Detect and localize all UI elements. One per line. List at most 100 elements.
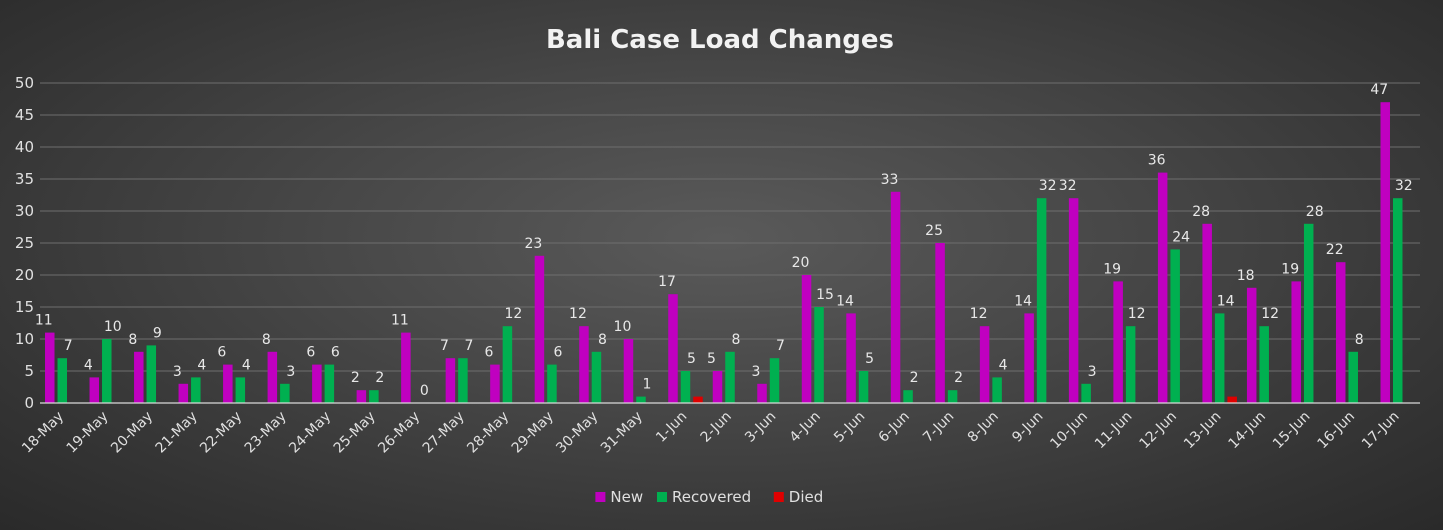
x-tick-label: 3-Jun	[742, 409, 779, 446]
data-label-new: 12	[569, 306, 587, 322]
data-label-recovered: 7	[64, 338, 73, 354]
data-label-new: 11	[35, 313, 53, 329]
data-label-recovered: 6	[553, 345, 562, 361]
bar-new	[134, 351, 144, 403]
y-tick-label: 45	[15, 106, 34, 124]
bar-recovered	[1348, 351, 1358, 403]
data-label-recovered: 8	[1355, 332, 1364, 348]
x-tick-label: 12-Jun	[1136, 409, 1180, 453]
bar-recovered	[1170, 249, 1180, 403]
data-label-recovered: 9	[153, 325, 162, 341]
data-label-new: 36	[1148, 153, 1166, 169]
data-label-new: 32	[1059, 178, 1077, 194]
x-tick-label: 13-Jun	[1181, 409, 1225, 453]
legend-label-new: New	[610, 488, 643, 506]
bar-recovered	[725, 351, 735, 403]
bar-recovered	[814, 307, 824, 403]
bar-recovered	[858, 371, 869, 403]
data-label-new: 5	[707, 351, 716, 367]
data-label-new: 22	[1326, 242, 1344, 258]
bar-recovered	[1125, 326, 1136, 403]
x-tick-label: 2-Jun	[698, 409, 735, 446]
bar-recovered	[1259, 326, 1269, 403]
x-tick-label: 9-Jun	[1009, 409, 1046, 446]
data-label-new: 8	[262, 332, 271, 348]
data-label-new: 11	[391, 313, 409, 329]
legend-label-recovered: Recovered	[672, 488, 751, 506]
y-tick-label: 10	[15, 330, 34, 348]
data-label-recovered: 15	[816, 287, 834, 303]
legend-swatch-new	[595, 492, 606, 502]
bar-new	[267, 351, 278, 403]
data-label-recovered: 5	[687, 351, 696, 367]
legend-label-died: Died	[789, 488, 823, 506]
x-tick-label: 28-May	[464, 409, 512, 457]
bar-recovered	[102, 339, 112, 403]
data-label-recovered: 8	[598, 332, 607, 348]
bar-recovered	[591, 351, 602, 403]
bar-new	[1024, 313, 1034, 403]
legend-swatch-recovered	[657, 492, 667, 502]
bar-recovered	[369, 390, 379, 403]
bar-new	[312, 364, 322, 403]
data-label-new: 33	[881, 172, 899, 188]
bar-new	[801, 275, 812, 403]
x-tick-label: 19-May	[64, 409, 112, 457]
data-label-new: 19	[1281, 261, 1299, 277]
bar-recovered	[1036, 198, 1047, 403]
x-tick-label: 30-May	[553, 409, 601, 457]
data-label-recovered: 2	[375, 370, 384, 386]
y-tick-label: 20	[15, 266, 34, 284]
legend: New Recovered Died	[595, 488, 823, 506]
bar-new	[623, 339, 634, 403]
x-tick-label: 21-May	[153, 409, 201, 457]
x-tick-label: 31-May	[598, 409, 646, 457]
y-tick-label: 15	[15, 298, 34, 316]
x-tick-label: 4-Jun	[787, 409, 824, 446]
x-tick-label: 29-May	[509, 409, 557, 457]
data-label-new: 28	[1192, 204, 1210, 220]
bar-new	[1380, 102, 1390, 403]
bar-recovered	[947, 390, 958, 403]
bar-recovered	[324, 364, 335, 403]
data-label-new: 25	[925, 223, 943, 239]
bar-recovered	[1214, 313, 1225, 403]
bar-new	[1202, 223, 1212, 403]
data-label-recovered: 3	[286, 364, 295, 380]
bar-new	[1335, 262, 1346, 403]
x-tick-label: 10-Jun	[1047, 409, 1091, 453]
bar-recovered	[502, 326, 513, 403]
bar-recovered	[146, 345, 157, 403]
bar-new	[1291, 281, 1301, 403]
bar-recovered	[903, 390, 913, 403]
bar-new	[223, 364, 233, 403]
data-label-new: 3	[752, 364, 761, 380]
data-label-new: 19	[1103, 261, 1121, 277]
bar-new	[1246, 287, 1257, 403]
data-label-new: 6	[306, 345, 315, 361]
bar-new	[935, 243, 945, 403]
x-tick-label: 18-May	[19, 409, 67, 457]
legend-swatch-died	[773, 492, 784, 502]
data-label-recovered: 14	[1217, 293, 1235, 309]
y-tick-label: 40	[15, 138, 34, 156]
bar-recovered	[636, 396, 646, 403]
data-label-new: 14	[1014, 293, 1032, 309]
bar-recovered	[57, 358, 68, 403]
data-label-recovered: 4	[242, 357, 251, 373]
data-label-recovered: 2	[910, 370, 919, 386]
data-label-recovered: 4	[999, 357, 1008, 373]
data-label-recovered: 6	[331, 345, 340, 361]
data-label-new: 14	[836, 293, 854, 309]
data-label-recovered: 12	[1128, 306, 1146, 322]
data-label-recovered: 2	[954, 370, 963, 386]
x-tick-label: 11-Jun	[1092, 409, 1136, 453]
data-label-recovered: 8	[732, 332, 741, 348]
y-tick-label: 50	[15, 74, 34, 92]
bar-new	[534, 255, 545, 403]
data-label-recovered: 7	[464, 338, 473, 354]
bar-new	[445, 358, 456, 403]
data-label-new: 47	[1370, 82, 1388, 98]
x-tick-label: 25-May	[331, 409, 379, 457]
x-tick-label: 14-Jun	[1226, 409, 1270, 453]
